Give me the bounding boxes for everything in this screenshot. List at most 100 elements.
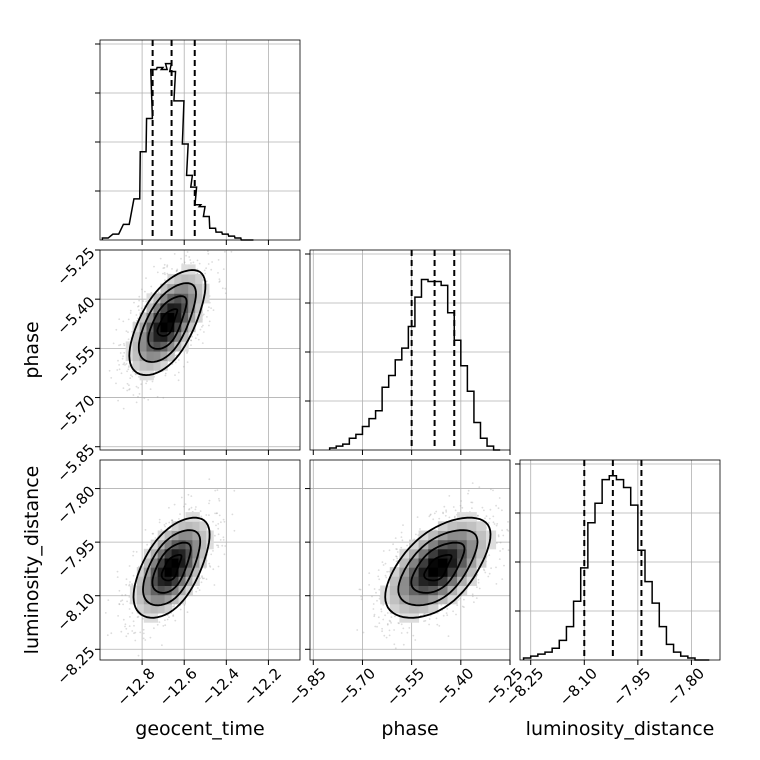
sample-point [394, 537, 397, 539]
sample-point [384, 574, 387, 577]
density-cell [167, 341, 175, 352]
density-cell [164, 548, 172, 559]
sample-point [484, 517, 486, 520]
sample-point [123, 362, 126, 364]
sample-point [442, 511, 444, 514]
density-cell [181, 312, 189, 323]
sample-point [133, 301, 135, 304]
sample-point [383, 634, 386, 637]
sample-point [168, 506, 170, 509]
density-cell [447, 530, 458, 541]
density-cell [150, 603, 159, 614]
density-cell [457, 558, 468, 568]
density-cell [437, 576, 448, 586]
sample-point [398, 622, 400, 625]
sample-point [487, 575, 490, 578]
sample-point [397, 622, 400, 624]
density-cell [437, 594, 448, 605]
sample-point [499, 550, 501, 552]
sample-point [428, 618, 431, 620]
histogram-phase [328, 278, 501, 451]
sample-point [124, 594, 127, 596]
sample-point [138, 299, 141, 302]
sample-point [378, 597, 381, 600]
sample-point [414, 639, 417, 641]
density-cell [418, 603, 429, 614]
sample-point [223, 520, 226, 523]
x-tick-label: −5.55 [383, 664, 428, 709]
sample-point [447, 635, 450, 637]
sample-point [423, 613, 426, 615]
x-tick-label: −12.2 [240, 664, 285, 709]
sample-point [218, 514, 221, 517]
sample-point [138, 376, 140, 378]
sample-point [120, 600, 122, 603]
sample-point [128, 365, 130, 367]
density-cell [178, 548, 186, 559]
sample-point [128, 388, 131, 390]
density-cell [181, 274, 189, 285]
x-axis-label-luminosity_distance: luminosity_distance [526, 718, 715, 740]
histogram-panel-phase [305, 249, 511, 455]
sample-point [373, 615, 376, 618]
sample-point [112, 342, 115, 345]
histogram-panel-geocent_time [95, 39, 301, 245]
sample-point [360, 598, 363, 601]
sample-point [488, 522, 490, 524]
density-cell [476, 530, 487, 541]
sample-point [171, 519, 174, 522]
sample-point [139, 631, 142, 634]
sample-point [176, 268, 179, 271]
sample-point [180, 496, 183, 499]
sample-point [151, 532, 154, 535]
density-cell [171, 567, 179, 577]
density-cell [437, 585, 448, 596]
sample-point [124, 364, 126, 366]
sample-point [126, 370, 128, 373]
density-cell [171, 530, 179, 541]
sample-point [471, 593, 474, 596]
sample-point [162, 396, 165, 399]
sample-point [132, 574, 135, 577]
density-cell [171, 576, 179, 586]
sample-point [177, 371, 180, 374]
sample-point [435, 510, 438, 513]
density-cell [188, 283, 196, 294]
sample-point [190, 495, 193, 497]
sample-point [454, 509, 457, 512]
density-cell [195, 283, 203, 294]
sample-point [194, 508, 197, 511]
sample-point [230, 250, 233, 253]
density-cell [185, 530, 193, 541]
density-cell [195, 293, 203, 304]
density-cell [418, 567, 429, 577]
density-cell [174, 293, 182, 304]
density-cell [160, 322, 168, 333]
sample-point [215, 512, 218, 515]
sample-point [395, 555, 397, 558]
sample-point [467, 492, 469, 495]
sample-point [144, 529, 147, 531]
sample-point [400, 531, 403, 534]
density-cell [447, 548, 458, 559]
sample-point [133, 632, 135, 635]
sample-point [216, 489, 219, 491]
sample-point [164, 525, 167, 528]
sample-point [137, 615, 140, 618]
sample-point [115, 328, 118, 331]
density-cell [146, 312, 154, 323]
density-cell [199, 530, 207, 541]
sample-point [173, 253, 176, 255]
sample-point [125, 578, 128, 581]
sample-point [164, 372, 167, 375]
sample-point [207, 252, 210, 255]
sample-point [183, 261, 186, 264]
sample-point [429, 513, 432, 516]
y-axis-label-luminosity_distance: luminosity_distance [21, 466, 43, 655]
sample-point [218, 497, 220, 500]
sample-point [127, 366, 130, 368]
sample-point [394, 615, 396, 618]
sample-point [132, 554, 135, 557]
sample-point [470, 501, 473, 504]
sample-point [224, 292, 227, 295]
